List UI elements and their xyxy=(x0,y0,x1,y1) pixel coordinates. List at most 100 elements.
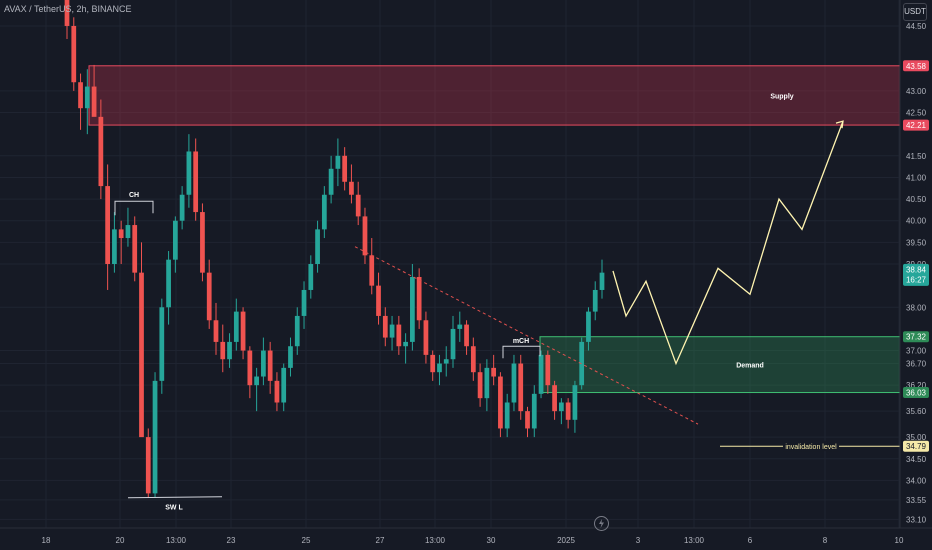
candle-body xyxy=(396,324,402,347)
lightning-bolt-icon[interactable] xyxy=(594,516,609,531)
price-tick-label: 35.00 xyxy=(906,433,927,442)
candle-body xyxy=(254,376,259,386)
price-tick-label: 33.55 xyxy=(906,496,927,505)
overlays-layer: CH SW L mCH invalidation level xyxy=(114,120,900,512)
supply-zone-label: Supply xyxy=(770,93,793,100)
price-badge xyxy=(903,387,929,399)
candle-body xyxy=(342,155,348,182)
candle-body xyxy=(545,354,551,386)
time-tick-label: 10 xyxy=(895,536,904,545)
candle-body xyxy=(152,380,158,494)
candle-body xyxy=(328,168,334,195)
time-tick-label: 25 xyxy=(302,536,311,545)
candle-body xyxy=(518,363,524,412)
candle-body xyxy=(274,380,280,403)
candle-body xyxy=(315,229,320,264)
candle-body xyxy=(579,341,585,386)
candle-body xyxy=(294,315,300,347)
price-tick-label: 40.00 xyxy=(906,217,927,226)
price-tick-label: 38.00 xyxy=(906,303,927,312)
price-tick-label: 42.50 xyxy=(906,109,927,118)
price-tick-label: 39.50 xyxy=(906,238,927,247)
candle-body xyxy=(355,194,361,217)
candle-body xyxy=(233,311,239,342)
time-tick-label: 23 xyxy=(227,536,236,545)
currency-button[interactable]: USDT xyxy=(903,3,927,21)
candle-body xyxy=(349,181,354,195)
time-axis[interactable]: 18 20 13:00 23 25 27 13:00 30 2025 3 13:00 6 8 10 xyxy=(0,527,932,545)
candle-body xyxy=(321,194,327,230)
time-tick-label: 30 xyxy=(487,536,496,545)
candle-body xyxy=(457,324,463,329)
candle-body xyxy=(410,276,415,342)
candle-body xyxy=(145,437,151,494)
price-tick-label: 35.60 xyxy=(906,407,927,416)
candle-body xyxy=(586,311,591,342)
candle-body xyxy=(213,320,219,342)
candle-body xyxy=(132,225,138,273)
candle-body xyxy=(64,0,70,26)
time-tick-label: 13:00 xyxy=(425,536,446,545)
candle-body xyxy=(369,255,375,286)
time-tick-label: 13:00 xyxy=(684,536,705,545)
candle-body xyxy=(464,324,469,347)
price-tick-label: 43.00 xyxy=(906,87,927,96)
candle-body xyxy=(335,155,341,169)
candle-body xyxy=(389,324,395,338)
candle-body xyxy=(491,367,497,377)
candle-body xyxy=(206,272,212,321)
price-tick-label: 36.70 xyxy=(906,360,927,369)
candle-body xyxy=(437,363,442,373)
candle-body xyxy=(193,151,199,213)
time-tick-label: 8 xyxy=(823,536,828,545)
candle-body xyxy=(78,82,83,109)
candle-body xyxy=(301,289,307,316)
price-axis[interactable]: 44.50 43.00 42.50 41.50 41.00 40.50 40.00 39.50… xyxy=(899,0,927,528)
price-tick-label: 40.50 xyxy=(906,195,927,204)
price-tick-label: 33.10 xyxy=(906,515,927,524)
symbol-title[interactable]: AVAX / TetherUS, 2h, BINANCE xyxy=(4,4,132,14)
candle-body xyxy=(430,354,436,373)
candle-body xyxy=(362,216,368,256)
time-tick-label: 3 xyxy=(636,536,641,545)
demand-zone-label: Demand xyxy=(736,363,764,370)
chart-grid xyxy=(0,0,900,528)
candle-body xyxy=(71,25,77,83)
candle-body xyxy=(572,385,578,420)
candle-body xyxy=(200,212,205,273)
candle-body xyxy=(281,367,287,403)
candle-body xyxy=(91,86,97,117)
trendline xyxy=(354,246,699,425)
candle-body xyxy=(186,151,192,195)
price-badge xyxy=(903,331,929,343)
candle-body xyxy=(139,272,144,438)
time-tick-label: 6 xyxy=(748,536,753,545)
price-tick-label: 34.50 xyxy=(906,455,927,464)
price-badge-label: 42.21 xyxy=(906,121,927,130)
ch-bracket xyxy=(114,200,154,216)
candle-body xyxy=(538,354,544,394)
candle-body xyxy=(118,229,124,239)
price-badge xyxy=(903,119,929,131)
candle-body xyxy=(261,350,266,377)
candle-body xyxy=(403,341,408,347)
price-tick-label: 44.50 xyxy=(906,22,927,31)
price-tick-label: 37.00 xyxy=(906,347,927,356)
price-badge xyxy=(903,263,929,286)
zones-layer: Supply Demand xyxy=(88,65,901,394)
price-badge-label: 38.84 xyxy=(906,265,927,274)
swl-line xyxy=(127,496,223,499)
candle-body xyxy=(240,311,246,351)
candle-body xyxy=(166,259,171,308)
candle-body xyxy=(565,402,571,420)
candle-body xyxy=(498,376,503,429)
invalidation-label: invalidation level xyxy=(785,444,837,451)
candle-body xyxy=(511,363,517,403)
candle-body xyxy=(172,220,178,260)
ch-label: CH xyxy=(129,192,139,199)
candle-body xyxy=(382,315,388,338)
projection-path xyxy=(612,120,844,366)
demand-zone xyxy=(539,336,901,394)
